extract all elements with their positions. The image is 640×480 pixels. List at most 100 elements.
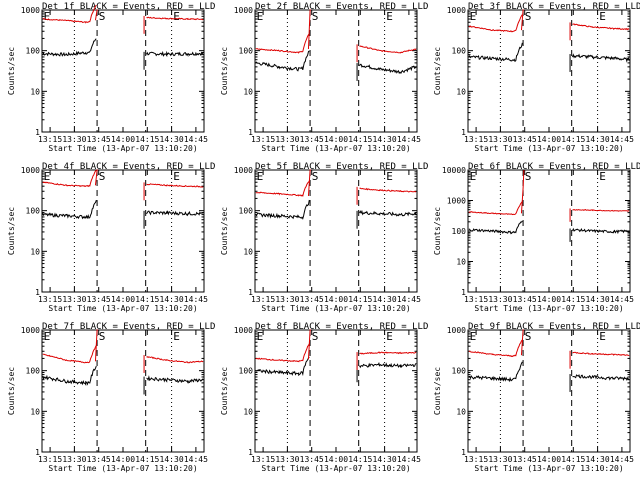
series-line-events bbox=[572, 374, 630, 381]
x-tick-label: 13:45 bbox=[513, 295, 537, 304]
series-line-lld bbox=[255, 343, 310, 363]
region-marker: E bbox=[599, 10, 606, 23]
panel-title: Det 7f BLACK = Events, RED = LLD bbox=[42, 322, 215, 332]
series-line-lld bbox=[468, 339, 523, 357]
series-line-events bbox=[255, 199, 310, 220]
region-marker: S bbox=[312, 10, 319, 23]
y-tick-label: 10 bbox=[243, 407, 253, 416]
region-marker: E bbox=[386, 170, 393, 183]
series-line-lld bbox=[572, 23, 630, 31]
x-tick-label: 13:15 bbox=[251, 455, 275, 464]
series-line-lld bbox=[359, 187, 417, 193]
x-tick-label: 14:00 bbox=[111, 135, 135, 144]
x-tick-label: 14:00 bbox=[111, 455, 135, 464]
series-line-events bbox=[42, 38, 97, 57]
series-line-lld bbox=[572, 351, 630, 357]
series-line-lld bbox=[146, 16, 204, 21]
plot-frame bbox=[41, 9, 205, 133]
x-tick-label: 14:45 bbox=[610, 135, 634, 144]
x-tick-label: 13:45 bbox=[300, 135, 324, 144]
x-tick-label: 14:30 bbox=[373, 135, 397, 144]
region-marker: E bbox=[173, 330, 180, 343]
y-tick-label: 10 bbox=[456, 407, 466, 416]
panel-9: Det 9f BLACK = Events, RED = LLD 1 10 100 10… bbox=[433, 322, 640, 473]
series-line-events bbox=[468, 220, 523, 235]
x-tick-label: 14:00 bbox=[537, 295, 561, 304]
x-tick-label: 14:15 bbox=[135, 135, 159, 144]
region-marker: E bbox=[257, 170, 264, 183]
region-marker: E bbox=[44, 330, 51, 343]
x-tick-label: 13:45 bbox=[87, 135, 111, 144]
y-tick-label: 10 bbox=[30, 87, 40, 96]
x-tick-label: 13:30 bbox=[275, 295, 299, 304]
series-line-events bbox=[359, 362, 417, 369]
x-tick-label: 14:15 bbox=[348, 455, 372, 464]
region-marker: S bbox=[99, 170, 106, 183]
series-line-events bbox=[42, 365, 97, 387]
x-axis-label: Start Time (13-Apr-07 13:10:20) bbox=[474, 144, 623, 153]
x-tick-label: 14:30 bbox=[160, 295, 184, 304]
y-axis-label: Counts/sec bbox=[433, 47, 442, 95]
x-tick-label: 13:45 bbox=[513, 455, 537, 464]
panel-title: Det 4f BLACK = Events, RED = LLD bbox=[42, 162, 215, 172]
x-axis-label: Start Time (13-Apr-07 13:10:20) bbox=[261, 464, 410, 473]
y-tick-label: 1 bbox=[35, 128, 40, 137]
x-tick-label: 14:45 bbox=[184, 455, 208, 464]
y-tick-label: 1 bbox=[35, 288, 40, 297]
panel-title: Det 1f BLACK = Events, RED = LLD bbox=[42, 2, 215, 12]
x-tick-label: 14:00 bbox=[537, 135, 561, 144]
x-axis-label: Start Time (13-Apr-07 13:10:20) bbox=[261, 304, 410, 313]
series-peak-lld bbox=[94, 169, 98, 186]
x-tick-label: 13:30 bbox=[275, 135, 299, 144]
x-tick-label: 14:15 bbox=[561, 295, 585, 304]
series-line-lld bbox=[255, 33, 310, 54]
x-tick-label: 13:30 bbox=[62, 295, 86, 304]
y-tick-label: 100 bbox=[26, 47, 41, 56]
y-tick-label: 1000 bbox=[234, 326, 253, 335]
x-tick-label: 13:30 bbox=[62, 455, 86, 464]
x-tick-label: 14:45 bbox=[397, 455, 421, 464]
y-tick-label: 1000 bbox=[447, 326, 466, 335]
series-line-lld bbox=[572, 209, 630, 212]
x-tick-label: 14:15 bbox=[561, 135, 585, 144]
region-marker: E bbox=[386, 330, 393, 343]
series-line-lld bbox=[42, 4, 97, 24]
y-tick-label: 100 bbox=[239, 47, 254, 56]
x-tick-label: 13:45 bbox=[300, 455, 324, 464]
y-tick-label: 10 bbox=[243, 247, 253, 256]
series-line-events bbox=[359, 209, 417, 217]
x-tick-label: 14:00 bbox=[324, 135, 348, 144]
panel-7: Det 7f BLACK = Events, RED = LLD 1 10 100 10… bbox=[7, 322, 215, 473]
x-tick-label: 14:45 bbox=[397, 135, 421, 144]
series-line-lld bbox=[359, 45, 417, 54]
y-axis-label: Counts/sec bbox=[433, 207, 442, 255]
x-tick-label: 13:30 bbox=[488, 135, 512, 144]
series-line-lld bbox=[359, 351, 417, 355]
y-tick-label: 1 bbox=[461, 288, 466, 297]
x-tick-label: 14:00 bbox=[537, 455, 561, 464]
panel-title: Det 8f BLACK = Events, RED = LLD bbox=[255, 322, 428, 332]
plot-frame bbox=[254, 329, 418, 453]
x-tick-label: 13:15 bbox=[38, 295, 62, 304]
x-tick-label: 14:00 bbox=[324, 455, 348, 464]
x-tick-label: 13:30 bbox=[275, 455, 299, 464]
x-axis-label: Start Time (13-Apr-07 13:10:20) bbox=[48, 144, 197, 153]
region-marker: S bbox=[525, 170, 532, 183]
y-tick-label: 100 bbox=[26, 207, 41, 216]
plot-frame bbox=[467, 329, 631, 453]
x-tick-label: 13:15 bbox=[38, 135, 62, 144]
x-tick-label: 13:15 bbox=[464, 455, 488, 464]
series-line-lld bbox=[468, 14, 523, 33]
panel-title: Det 5f BLACK = Events, RED = LLD bbox=[255, 162, 428, 172]
series-peak-lld bbox=[520, 169, 525, 214]
region-marker: E bbox=[44, 170, 51, 183]
panel-title: Det 2f BLACK = Events, RED = LLD bbox=[255, 2, 428, 12]
panel-2: Det 2f BLACK = Events, RED = LLD 1 10 100 10… bbox=[220, 2, 428, 153]
x-tick-label: 14:15 bbox=[135, 455, 159, 464]
x-tick-label: 13:45 bbox=[87, 455, 111, 464]
x-tick-label: 13:30 bbox=[488, 455, 512, 464]
series-peak-lld bbox=[307, 9, 311, 50]
region-marker: E bbox=[173, 10, 180, 23]
series-peak-lld bbox=[520, 329, 524, 356]
y-tick-label: 100 bbox=[239, 207, 254, 216]
